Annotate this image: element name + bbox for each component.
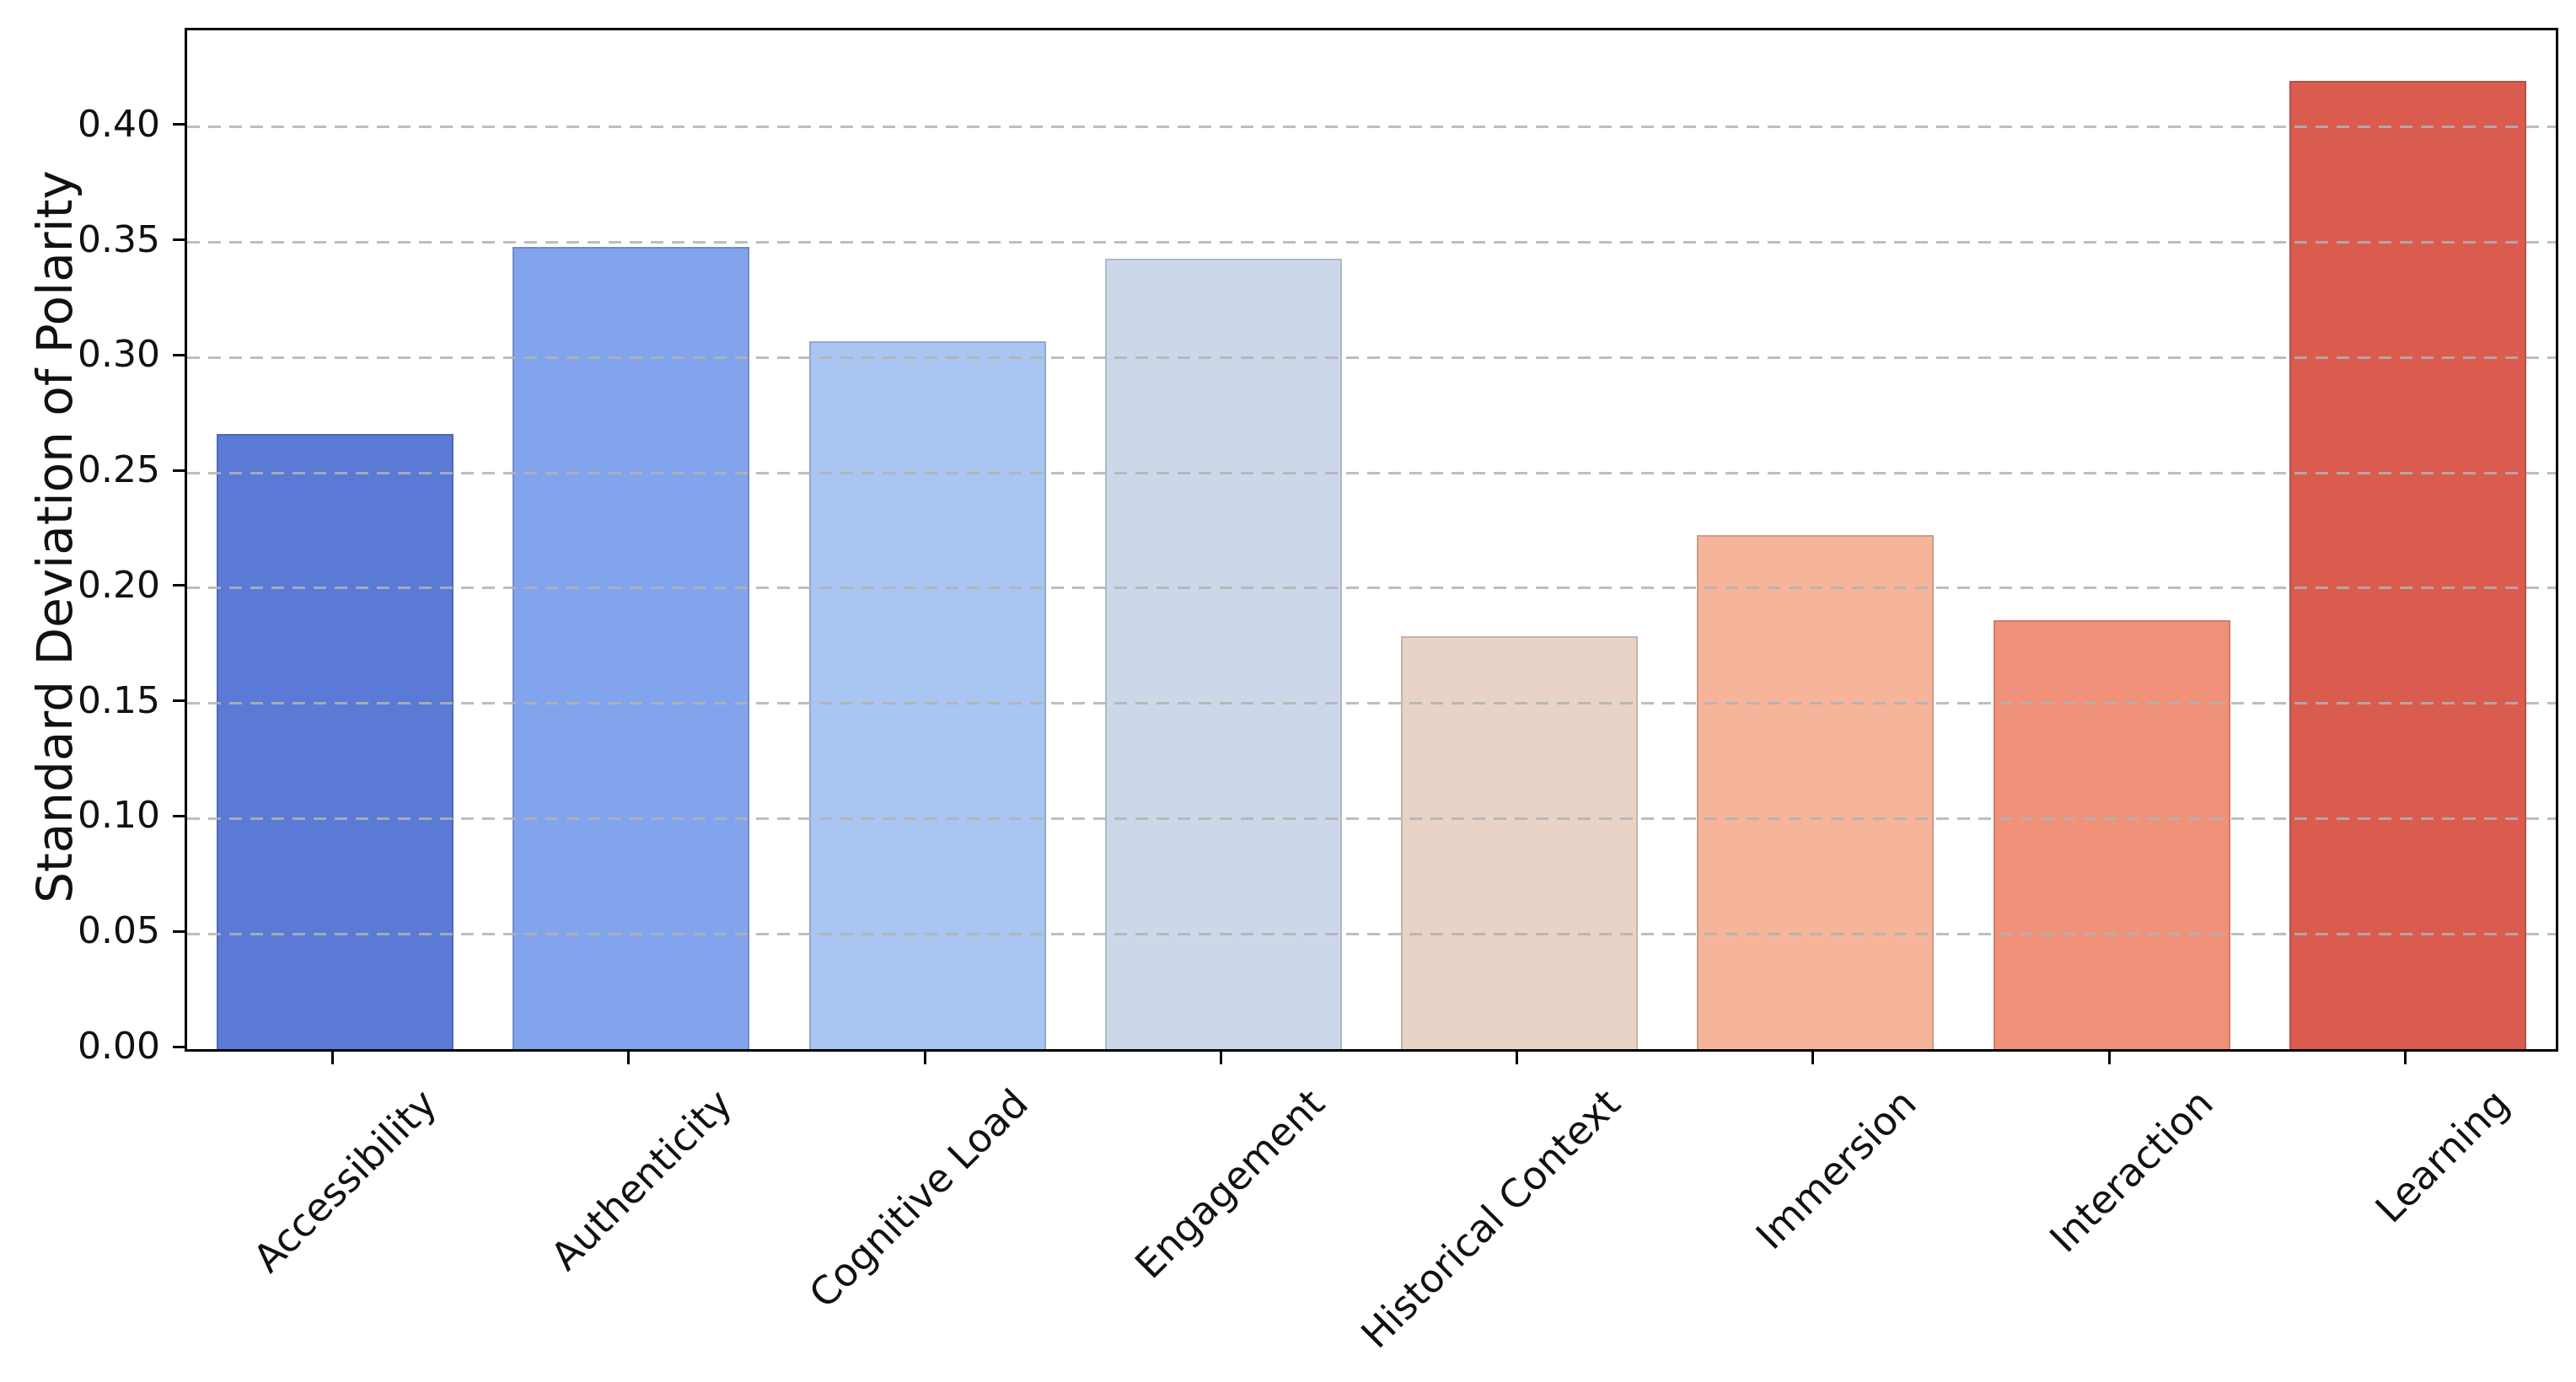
gridline: [187, 817, 2556, 820]
x-tick-label-interaction: Interaction: [2040, 1080, 2222, 1261]
bar-authenticity: [513, 247, 750, 1049]
gridline: [187, 932, 2556, 935]
y-tick-mark: [173, 353, 185, 356]
y-tick-mark: [173, 469, 185, 472]
x-tick-label-authenticity: Authenticity: [542, 1080, 742, 1279]
x-tick-label-immersion: Immersion: [1747, 1080, 1926, 1259]
bar-immersion: [1697, 535, 1935, 1049]
y-tick-label: 0.15: [78, 678, 160, 722]
x-tick-label-learning: Learning: [2366, 1080, 2518, 1232]
gridline: [187, 126, 2556, 129]
x-tick-label-cognitive-load: Cognitive Load: [800, 1080, 1038, 1317]
y-tick-mark: [173, 238, 185, 242]
bar-historical-context: [1401, 636, 1639, 1049]
y-axis-label: Standard Deviation of Polarity: [26, 170, 83, 903]
bar-learning: [2289, 81, 2526, 1049]
gridline: [187, 241, 2556, 244]
y-tick-label: 0.30: [78, 333, 160, 377]
x-tick-mark: [1811, 1051, 1815, 1064]
x-tick-mark: [923, 1051, 926, 1064]
y-tick-mark: [173, 814, 185, 817]
y-tick-label: 0.05: [78, 909, 160, 953]
y-tick-mark: [173, 929, 185, 933]
x-tick-mark: [331, 1051, 335, 1064]
y-tick-mark: [173, 1045, 185, 1048]
x-tick-mark: [2107, 1051, 2111, 1064]
y-tick-mark: [173, 699, 185, 703]
y-tick-mark: [173, 123, 185, 126]
plot-area: [185, 28, 2558, 1052]
y-tick-label: 0.20: [78, 563, 160, 607]
bar-cognitive-load: [808, 341, 1046, 1049]
x-tick-mark: [1219, 1051, 1222, 1064]
gridline: [187, 587, 2556, 590]
y-tick-label: 0.00: [78, 1025, 160, 1068]
bar-interaction: [1993, 620, 2230, 1049]
x-tick-mark: [2403, 1051, 2407, 1064]
x-tick-mark: [1516, 1051, 1519, 1064]
gridline: [187, 471, 2556, 474]
gridline: [187, 702, 2556, 705]
x-tick-label-accessibility: Accessibility: [244, 1080, 445, 1282]
y-tick-label: 0.25: [78, 448, 160, 492]
gridline: [187, 356, 2556, 359]
y-tick-label: 0.10: [78, 794, 160, 838]
x-tick-label-historical-context: Historical Context: [1352, 1080, 1629, 1358]
x-tick-mark: [627, 1051, 631, 1064]
y-tick-label: 0.35: [78, 217, 160, 261]
y-tick-label: 0.40: [78, 102, 160, 146]
bar-accessibility: [217, 433, 454, 1049]
bar-engagement: [1104, 258, 1342, 1049]
x-tick-label-engagement: Engagement: [1125, 1080, 1334, 1288]
y-tick-mark: [173, 584, 185, 587]
